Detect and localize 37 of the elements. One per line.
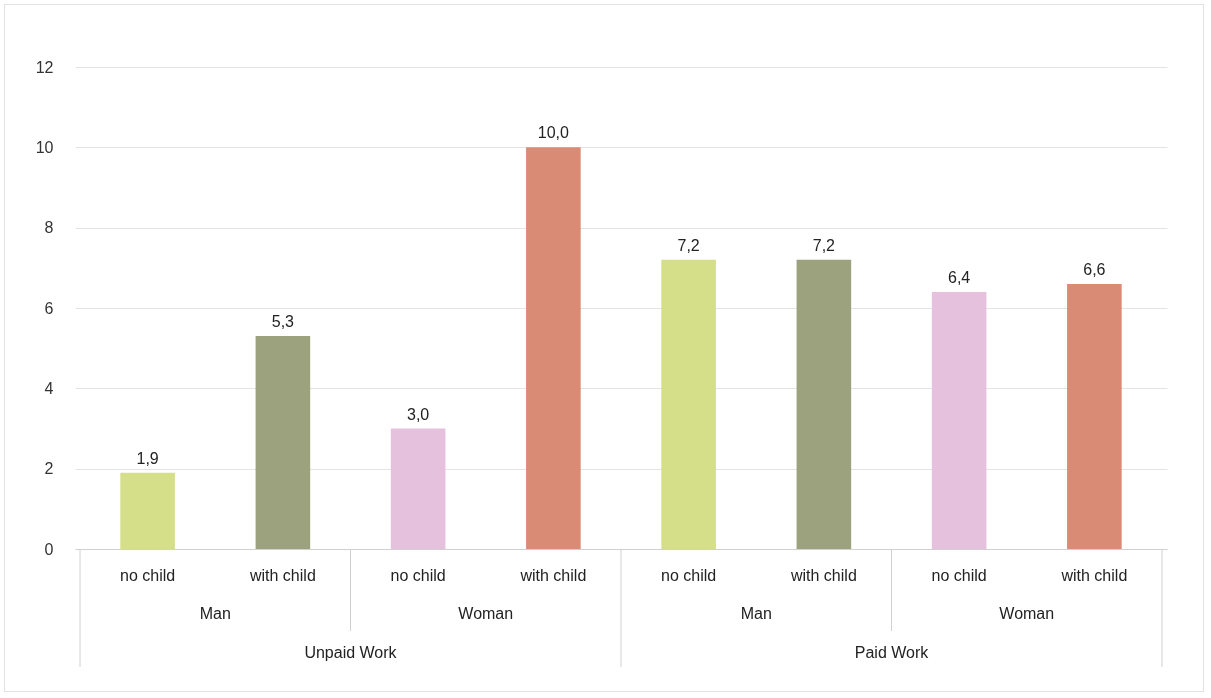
data-label: 7,2 [677,236,700,254]
y-tick-label: 8 [44,219,54,237]
x-tick-label: no child [120,567,176,584]
bar [526,147,581,549]
text: Woman [999,605,1055,622]
data-label: 1,9 [136,449,159,467]
x-tick-label: no child [931,567,987,584]
text: Man [199,605,231,622]
text: Unpaid Work [304,644,398,661]
data-label: 6,6 [1083,260,1106,278]
bar [390,428,446,549]
bar [1067,283,1122,549]
text: Woman [458,605,514,622]
text: Paid Work [854,644,930,661]
bar [255,336,311,549]
y-tick-label: 12 [35,58,54,76]
text: Man [740,605,772,622]
x-tick-label: with child [789,567,857,584]
data-label: 10,0 [537,124,570,142]
bar [661,259,716,549]
y-tick-label: 4 [44,379,54,397]
y-tick-label: 2 [44,460,54,478]
data-label: 7,2 [812,236,836,254]
data-label: 5,3 [271,313,295,331]
data-label: 3,0 [407,405,430,423]
y-tick-label: 10 [35,138,54,156]
x-tick-label: no child [661,567,717,584]
x-tick-label: with child [1060,567,1128,584]
bar [796,259,852,549]
bar [120,472,175,549]
data-label: 6,4 [948,268,971,286]
bar [931,291,987,549]
x-tick-label: with child [519,567,587,584]
y-tick-label: 0 [44,540,54,558]
y-tick-label: 6 [44,299,54,317]
x-tick-label: no child [390,567,446,584]
x-tick-label: with child [248,567,316,584]
